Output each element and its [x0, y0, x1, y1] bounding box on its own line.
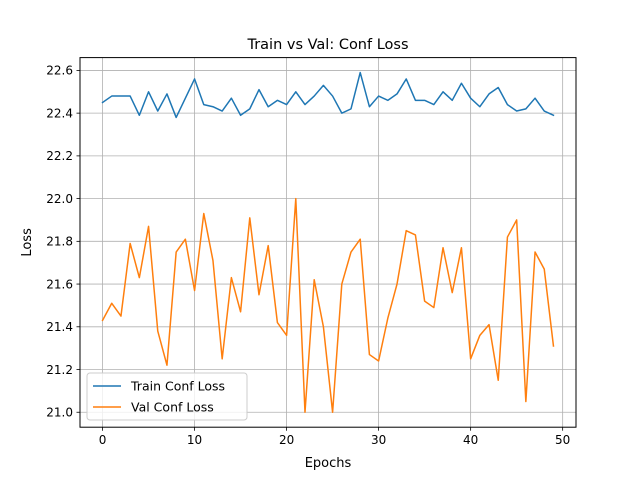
y-tick-label: 21.8	[46, 235, 73, 249]
x-tick-label: 20	[279, 433, 294, 447]
y-tick-label: 21.4	[46, 320, 73, 334]
legend-label-train: Train Conf Loss	[130, 379, 225, 394]
y-tick-label: 21.0	[46, 406, 73, 420]
y-tick-label: 22.0	[46, 192, 73, 206]
y-tick-label: 22.4	[46, 106, 73, 120]
axis-ticks: 0 10 20 30 40 50 21.0 21.2 21.4 21.6 21.8 22.0 22.2 2…	[46, 64, 570, 447]
legend: Train Conf Loss Val Conf Loss	[86, 372, 248, 421]
series-line-train	[101, 71, 555, 119]
y-tick-label: 22.6	[46, 64, 73, 78]
x-tick-label: 10	[187, 433, 202, 447]
chart-title: Train vs Val: Conf Loss	[246, 37, 408, 53]
series-lines	[101, 71, 555, 413]
series-line-val	[101, 197, 555, 413]
grid	[80, 57, 576, 428]
x-tick-label: 40	[463, 433, 478, 447]
y-tick-label: 21.6	[46, 277, 73, 291]
x-tick-label: 50	[555, 433, 570, 447]
x-tick-label: 0	[99, 433, 107, 447]
legend-label-val: Val Conf Loss	[131, 400, 214, 415]
x-axis-label: Epochs	[305, 456, 352, 471]
y-tick-label: 21.2	[46, 363, 73, 377]
x-tick-label: 30	[371, 433, 386, 447]
y-axis-label: Loss	[20, 228, 35, 257]
plot-area-frame	[79, 57, 577, 428]
y-tick-label: 22.2	[46, 149, 73, 163]
legend-box	[86, 372, 248, 421]
